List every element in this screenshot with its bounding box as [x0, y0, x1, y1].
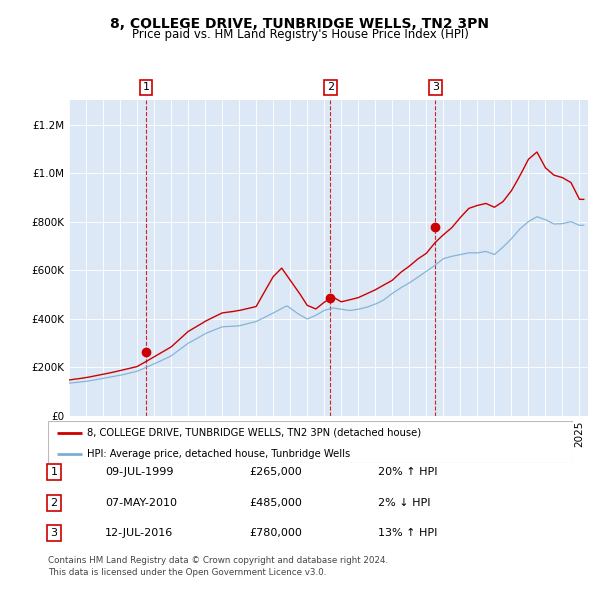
Text: 12-JUL-2016: 12-JUL-2016: [105, 529, 173, 538]
Text: £780,000: £780,000: [249, 529, 302, 538]
Text: 2: 2: [50, 498, 58, 507]
Text: 09-JUL-1999: 09-JUL-1999: [105, 467, 173, 477]
Text: This data is licensed under the Open Government Licence v3.0.: This data is licensed under the Open Gov…: [48, 568, 326, 577]
Text: 1: 1: [142, 83, 149, 93]
Text: 8, COLLEGE DRIVE, TUNBRIDGE WELLS, TN2 3PN: 8, COLLEGE DRIVE, TUNBRIDGE WELLS, TN2 3…: [110, 17, 490, 31]
Text: 1: 1: [50, 467, 58, 477]
Text: 07-MAY-2010: 07-MAY-2010: [105, 498, 177, 507]
Text: 2% ↓ HPI: 2% ↓ HPI: [378, 498, 431, 507]
Text: Contains HM Land Registry data © Crown copyright and database right 2024.: Contains HM Land Registry data © Crown c…: [48, 556, 388, 565]
Text: 8, COLLEGE DRIVE, TUNBRIDGE WELLS, TN2 3PN (detached house): 8, COLLEGE DRIVE, TUNBRIDGE WELLS, TN2 3…: [88, 428, 421, 438]
Text: HPI: Average price, detached house, Tunbridge Wells: HPI: Average price, detached house, Tunb…: [88, 449, 350, 459]
Text: £485,000: £485,000: [249, 498, 302, 507]
Text: 3: 3: [432, 83, 439, 93]
Text: 2: 2: [326, 83, 334, 93]
Text: 3: 3: [50, 529, 58, 538]
Text: £265,000: £265,000: [249, 467, 302, 477]
Text: 20% ↑ HPI: 20% ↑ HPI: [378, 467, 437, 477]
Text: 13% ↑ HPI: 13% ↑ HPI: [378, 529, 437, 538]
Text: Price paid vs. HM Land Registry's House Price Index (HPI): Price paid vs. HM Land Registry's House …: [131, 28, 469, 41]
